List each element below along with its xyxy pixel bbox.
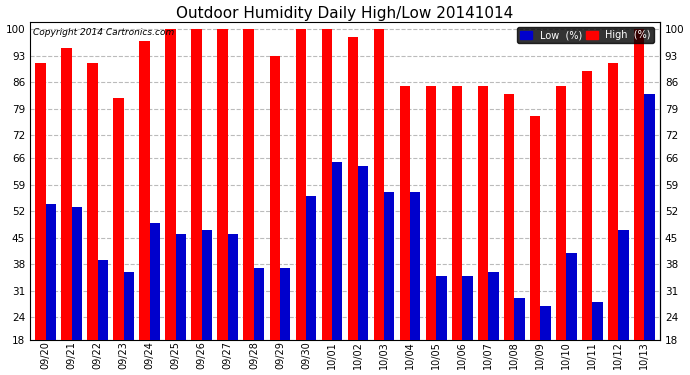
Bar	[202, 230, 213, 340]
Bar	[540, 306, 551, 340]
Bar	[436, 276, 446, 340]
Bar	[592, 302, 602, 340]
Bar	[462, 276, 473, 340]
Bar	[358, 166, 368, 340]
Bar	[280, 268, 290, 340]
Bar	[477, 86, 488, 340]
Bar	[98, 261, 108, 340]
Bar	[46, 204, 56, 340]
Bar	[400, 86, 410, 340]
Bar	[139, 40, 150, 340]
Bar	[306, 196, 317, 340]
Bar	[530, 117, 540, 340]
Bar	[504, 94, 514, 340]
Bar	[373, 29, 384, 340]
Bar	[244, 29, 254, 340]
Bar	[634, 29, 644, 340]
Bar	[124, 272, 134, 340]
Bar	[35, 63, 46, 340]
Bar	[150, 223, 160, 340]
Bar	[113, 98, 124, 340]
Bar	[556, 86, 566, 340]
Bar	[61, 48, 72, 340]
Bar	[254, 268, 264, 340]
Bar	[608, 63, 618, 340]
Bar	[191, 29, 202, 340]
Bar	[228, 234, 238, 340]
Bar	[166, 29, 176, 340]
Bar	[566, 253, 577, 340]
Text: Copyright 2014 Cartronics.com: Copyright 2014 Cartronics.com	[33, 28, 175, 37]
Bar	[384, 192, 395, 340]
Bar	[644, 94, 655, 340]
Bar	[270, 56, 280, 340]
Bar	[514, 298, 524, 340]
Bar	[176, 234, 186, 340]
Bar	[488, 272, 499, 340]
Bar	[582, 71, 592, 340]
Bar	[618, 230, 629, 340]
Bar	[410, 192, 420, 340]
Bar	[348, 37, 358, 340]
Bar	[217, 29, 228, 340]
Bar	[72, 207, 82, 340]
Bar	[322, 29, 332, 340]
Bar	[295, 29, 306, 340]
Bar	[452, 86, 462, 340]
Legend: Low  (%), High  (%): Low (%), High (%)	[518, 27, 654, 43]
Bar	[426, 86, 436, 340]
Title: Outdoor Humidity Daily High/Low 20141014: Outdoor Humidity Daily High/Low 20141014	[177, 6, 513, 21]
Bar	[332, 162, 342, 340]
Bar	[88, 63, 98, 340]
